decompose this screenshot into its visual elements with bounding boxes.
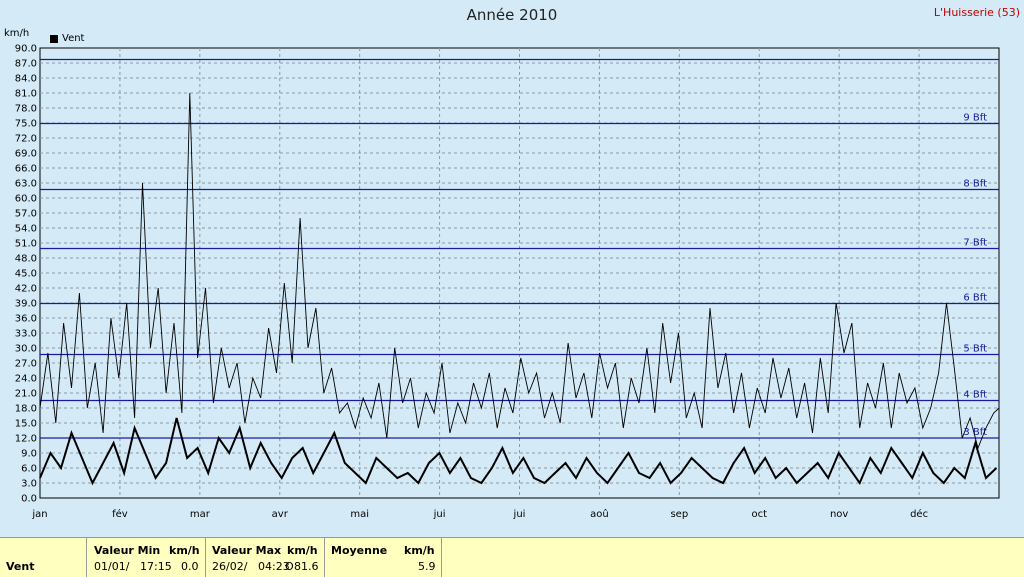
max-unit: km/h	[287, 544, 318, 557]
x-tick-label: avr	[272, 509, 289, 520]
y-tick-label: 21.0	[15, 389, 37, 400]
mean-series-line	[39, 417, 998, 486]
y-tick-label: 66.0	[15, 164, 37, 175]
footer-separator	[205, 538, 206, 577]
y-tick-label: 6.0	[21, 464, 37, 475]
footer-separator	[324, 538, 325, 577]
y-tick-label: 0.0	[21, 494, 37, 505]
max-date: 26/02/	[212, 560, 248, 573]
footer-separator	[86, 538, 87, 577]
y-tick-label: 57.0	[15, 209, 37, 220]
y-tick-label: 87.0	[15, 59, 37, 70]
max-direction: O	[285, 560, 294, 573]
x-tick-label: jan	[31, 509, 47, 520]
y-tick-label: 15.0	[15, 419, 37, 430]
x-tick-label: mar	[190, 509, 211, 520]
y-tick-label: 63.0	[15, 179, 37, 190]
x-tick-label: oct	[751, 509, 767, 520]
max-value: 81.6	[294, 560, 319, 573]
beaufort-label: 6 Bft	[963, 293, 987, 304]
y-tick-label: 24.0	[15, 374, 37, 385]
x-tick-label: jui	[513, 509, 526, 520]
y-tick-label: 69.0	[15, 149, 37, 160]
y-tick-label: 81.0	[15, 89, 37, 100]
min-value: 0.0	[181, 560, 199, 573]
gust-series-line	[39, 92, 1000, 450]
beaufort-label: 4 Bft	[963, 390, 987, 401]
y-tick-label: 30.0	[15, 344, 37, 355]
min-unit: km/h	[169, 544, 200, 557]
x-tick-label: aoû	[590, 508, 609, 520]
footer-separator	[441, 538, 442, 577]
beaufort-label: 8 Bft	[963, 179, 987, 190]
y-tick-label: 72.0	[15, 134, 37, 145]
x-tick-label: nov	[830, 509, 848, 520]
y-tick-label: 54.0	[15, 224, 37, 235]
y-tick-label: 18.0	[15, 404, 37, 415]
x-tick-label: fév	[112, 508, 128, 520]
y-tick-label: 48.0	[15, 254, 37, 265]
footer-row-label: Vent	[6, 560, 35, 573]
beaufort-label: 7 Bft	[963, 238, 987, 249]
min-header: Valeur Min	[94, 544, 161, 557]
y-tick-label: 51.0	[15, 239, 37, 250]
y-axis-unit: km/h	[4, 28, 30, 39]
mean-unit: km/h	[404, 544, 435, 557]
wind-chart: 0.0 3.0 6.0 9.0 12.0 15.0 18.0 21.0 24.0 27.0 30.0…	[15, 44, 1000, 520]
x-tick-label: mai	[350, 509, 369, 520]
y-tick-label: 45.0	[15, 269, 37, 280]
stats-footer: Vent Valeur Min km/h 01/01/ 17:15 0.0 Va…	[0, 537, 1024, 577]
x-tick-label: sep	[670, 509, 688, 520]
y-tick-label: 36.0	[15, 314, 37, 325]
beaufort-label: 5 Bft	[963, 344, 987, 355]
beaufort-label: 3 Bft	[963, 427, 987, 438]
x-tick-label: déc	[910, 508, 928, 520]
y-tick-label: 3.0	[21, 479, 37, 490]
max-header: Valeur Max	[212, 544, 282, 557]
y-tick-label: 42.0	[15, 284, 37, 295]
chart-title: Année 2010	[466, 6, 558, 24]
beaufort-label: 9 Bft	[963, 113, 987, 124]
y-tick-label: 78.0	[15, 104, 37, 115]
station-name: L'Huisserie (53)	[933, 6, 1020, 19]
y-tick-label: 27.0	[15, 359, 37, 370]
x-tick-label: jui	[433, 509, 446, 520]
legend-label: Vent	[62, 33, 85, 44]
min-time: 17:15	[140, 560, 172, 573]
mean-header: Moyenne	[331, 544, 388, 557]
mean-value: 5.9	[418, 560, 436, 573]
y-tick-label: 84.0	[15, 74, 37, 85]
y-tick-label: 33.0	[15, 329, 37, 340]
y-tick-label: 9.0	[21, 449, 37, 460]
y-tick-label: 90.0	[15, 44, 37, 55]
legend: Vent	[50, 33, 84, 44]
y-tick-label: 60.0	[15, 194, 37, 205]
y-tick-label: 75.0	[15, 119, 37, 130]
min-date: 01/01/	[94, 560, 130, 573]
y-tick-label: 39.0	[15, 299, 37, 310]
legend-swatch	[50, 34, 58, 43]
y-tick-label: 12.0	[15, 434, 37, 445]
max-time: 04:23	[258, 560, 290, 573]
